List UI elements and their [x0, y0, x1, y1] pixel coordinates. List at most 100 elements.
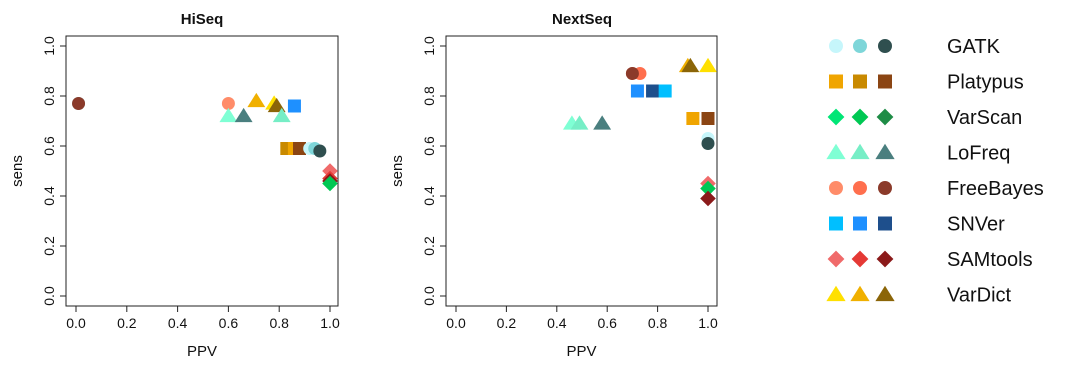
nextseq-y-tick-label: 0.6 — [421, 136, 437, 156]
nextseq-x-tick-label: 0.0 — [446, 315, 466, 331]
point-lofreq — [593, 115, 612, 130]
nextseq-y-tick-label: 1.0 — [421, 36, 437, 56]
legend-label-freebayes: FreeBayes — [947, 178, 1044, 200]
hiseq-x-tick-label: 0.6 — [219, 315, 239, 331]
point-freebayes — [221, 97, 235, 110]
legend-entry-freebayes: FreeBayes — [829, 178, 1044, 200]
hiseq-y-tick-label: 0.2 — [41, 236, 57, 256]
point-lofreq — [219, 107, 238, 123]
hiseq-plot-frame — [65, 35, 339, 307]
legend-entry-gatk: GATK — [829, 36, 1001, 58]
legend-marker-snver — [878, 216, 892, 231]
nextseq-x-tick-label: 0.6 — [597, 315, 617, 331]
legend-marker-freebayes — [829, 181, 843, 195]
legend-marker-lofreq — [850, 143, 870, 160]
legend-label-snver: SNVer — [947, 214, 1005, 236]
legend-entry-varscan: VarScan — [827, 107, 1022, 129]
legend-entry-lofreq: LoFreq — [826, 143, 1010, 165]
legend-marker-varscan — [827, 108, 845, 126]
point-samtools — [700, 190, 716, 207]
nextseq-y-tick-label: 0.0 — [421, 286, 437, 306]
nextseq-points — [562, 57, 717, 207]
legend-marker-platypus — [853, 74, 867, 89]
nextseq-plot-frame — [445, 35, 718, 307]
nextseq-y-tick-label: 0.8 — [421, 86, 437, 106]
point-vardict — [681, 57, 700, 73]
hiseq-y-tick-label: 0.6 — [41, 136, 57, 156]
legend-marker-varscan — [851, 108, 869, 126]
hiseq-title: HiSeq — [181, 11, 224, 28]
point-freebayes — [625, 67, 639, 80]
nextseq-x-tick-label: 1.0 — [698, 315, 718, 331]
hiseq-points — [72, 92, 338, 192]
legend-marker-freebayes — [878, 181, 892, 195]
legend-marker-vardict — [850, 285, 870, 302]
point-vardict — [267, 97, 286, 113]
hiseq-y-tick-label: 0.4 — [41, 186, 57, 206]
nextseq-x-axis-label: PPV — [566, 343, 596, 360]
legend-marker-samtools — [851, 250, 869, 268]
legend-marker-gatk — [853, 39, 867, 53]
legend-marker-snver — [853, 216, 867, 231]
nextseq-title: NextSeq — [552, 11, 612, 28]
point-vardict — [699, 57, 717, 73]
legend-marker-lofreq — [875, 143, 895, 160]
legend-marker-gatk — [878, 39, 892, 53]
hiseq-y-tick-label: 0.0 — [41, 286, 57, 306]
legend-marker-samtools — [876, 250, 894, 268]
legend-marker-platypus — [829, 74, 843, 89]
point-snver — [646, 84, 660, 98]
nextseq-x-tick-label: 0.2 — [497, 315, 517, 331]
point-varscan — [700, 180, 716, 197]
legend-marker-freebayes — [853, 181, 867, 195]
point-snver — [658, 84, 672, 98]
legend-marker-vardict — [826, 285, 846, 302]
legend-entry-vardict: VarDict — [826, 285, 1012, 307]
point-platypus — [686, 112, 700, 125]
point-freebayes — [72, 97, 86, 110]
point-vardict — [247, 92, 266, 108]
point-gatk — [313, 144, 327, 158]
nextseq-x-tick-label: 0.8 — [648, 315, 668, 331]
point-snver — [630, 84, 644, 98]
hiseq-x-tick-label: 0.4 — [168, 315, 188, 331]
hiseq-y-axis-label: sens — [9, 155, 26, 187]
point-lofreq — [234, 107, 253, 123]
point-lofreq — [272, 107, 291, 123]
nextseq-y-axis-label: sens — [389, 155, 406, 187]
nextseq-panel: NextSeq 0.0 0.2 0.4 0.6 0.8 1.0 0.0 0.2 0.4 0.6 0.8… — [389, 11, 718, 360]
legend: GATK Platypus VarScan LoFreq FreeBayes SNVer S… — [826, 36, 1044, 307]
point-lofreq — [570, 115, 589, 130]
point-gatk — [701, 137, 715, 150]
legend-marker-gatk — [829, 39, 843, 53]
legend-marker-platypus — [878, 74, 892, 89]
legend-marker-snver — [829, 216, 843, 231]
hiseq-panel: HiSeq 0.0 0.2 0.4 0.6 0.8 1.0 0.0 0.2 0.4 0.6 0.8 1.… — [9, 11, 340, 360]
nextseq-y-tick-label: 0.2 — [421, 236, 437, 256]
legend-label-lofreq: LoFreq — [947, 143, 1010, 165]
legend-entry-platypus: Platypus — [829, 72, 1024, 94]
legend-label-vardict: VarDict — [947, 285, 1012, 307]
nextseq-y-tick-label: 0.4 — [421, 186, 437, 206]
nextseq-x-tick-label: 0.4 — [547, 315, 567, 331]
legend-marker-lofreq — [826, 143, 846, 160]
legend-marker-samtools — [827, 250, 845, 268]
hiseq-x-tick-label: 0.0 — [66, 315, 86, 331]
legend-marker-vardict — [875, 285, 895, 302]
legend-entry-samtools: SAMtools — [827, 249, 1033, 271]
hiseq-x-axis-label: PPV — [187, 343, 217, 360]
legend-label-gatk: GATK — [947, 36, 1001, 58]
legend-marker-varscan — [876, 108, 894, 126]
point-platypus — [701, 112, 715, 125]
legend-label-platypus: Platypus — [947, 72, 1024, 94]
hiseq-y-tick-label: 0.8 — [41, 86, 57, 106]
legend-label-samtools: SAMtools — [947, 249, 1033, 271]
legend-label-varscan: VarScan — [947, 107, 1022, 129]
hiseq-x-tick-label: 0.8 — [269, 315, 289, 331]
point-snver — [287, 99, 301, 113]
hiseq-x-tick-label: 0.2 — [117, 315, 137, 331]
point-varscan — [322, 175, 338, 192]
hiseq-x-tick-label: 1.0 — [320, 315, 340, 331]
legend-entry-snver: SNVer — [829, 214, 1005, 236]
